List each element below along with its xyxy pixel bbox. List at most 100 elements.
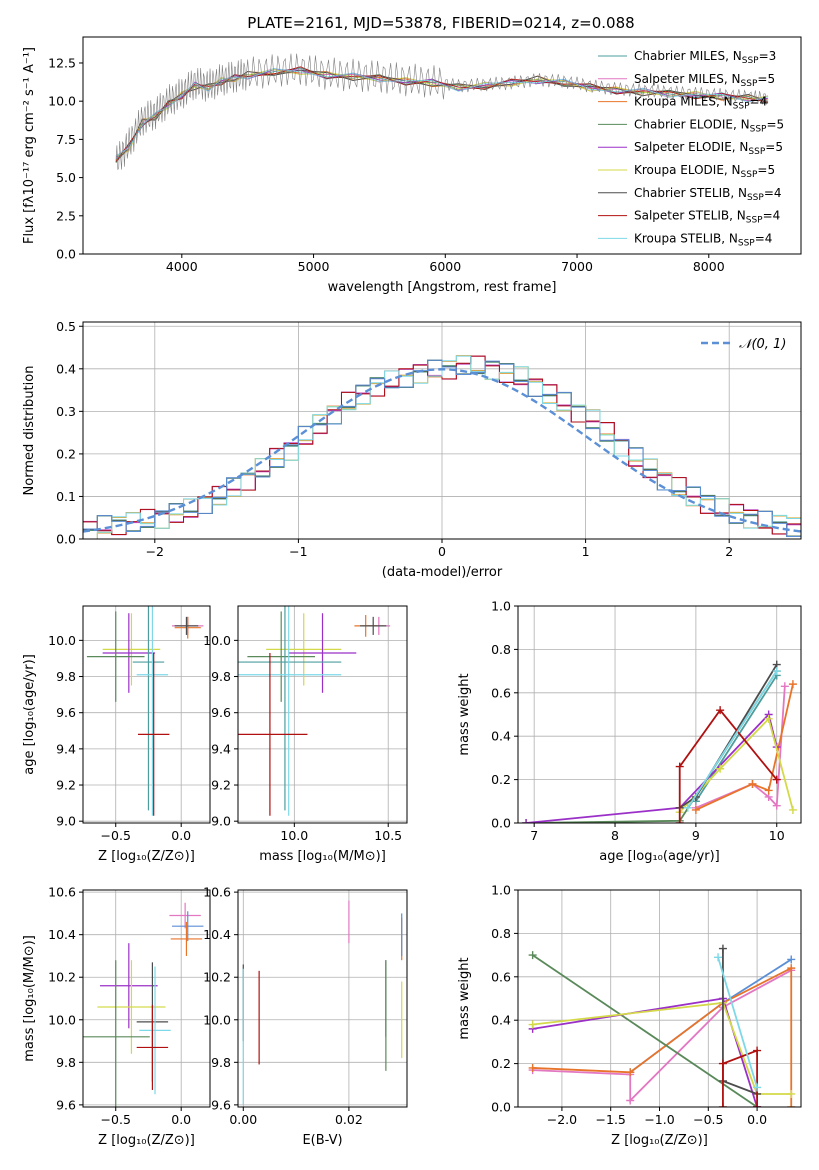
y-tick-label: 0.4 (56, 361, 76, 376)
weight-marker (528, 1063, 537, 1072)
y-tick-label: 0.5 (56, 319, 76, 334)
x-axis-label: mass [log₁₀(M/M⊙)] (259, 849, 386, 864)
legend-label: Kroupa STELIB, NSSP=4 (634, 231, 772, 248)
residual-histogram (83, 355, 801, 539)
legend-label-suffix: =3 (759, 49, 777, 63)
y-tick-label: 9.0 (56, 814, 76, 829)
x-tick-label: 6000 (429, 259, 461, 274)
y-tick-label: 5.0 (56, 170, 76, 185)
legend-label: Kroupa MILES, NSSP=4 (634, 95, 767, 112)
x-tick-label: 7 (530, 828, 538, 843)
y-tick-label: 0.3 (56, 404, 76, 419)
y-tick-label: 0.8 (491, 926, 511, 941)
weight-marker (528, 1020, 537, 1029)
y-axis-label: age [log₁₀(age/yr)] (22, 654, 37, 775)
legend-label-suffix: =5 (765, 140, 783, 154)
weight-marker (787, 1103, 796, 1107)
x-tick-label: 1 (582, 544, 590, 559)
mass-vs-z-panel: −0.5 0.0 9.6 9.8 10.0 10.2 10.4 10.6 Z [log₁₀(Z/… (22, 885, 211, 1148)
x-tick-label: 0.0 (171, 828, 191, 843)
legend-label: Chabrier STELIB, NSSP=4 (634, 186, 782, 203)
legend-label-model: Salpeter ELODIE, N (634, 140, 748, 154)
y-tick-label: 9.8 (56, 1055, 76, 1070)
weight-marker (788, 805, 797, 814)
y-tick-label: 9.4 (211, 741, 231, 756)
x-tick-label: 0.00 (229, 1112, 257, 1127)
y-tick-label: 9.4 (56, 741, 76, 756)
age-vs-z-panel: −0.5 0.0 9.0 9.2 9.4 9.6 9.8 10.0 Z [log₁₀(Z/Z⊙)… (22, 605, 211, 864)
data-spectrum-line (115, 53, 767, 170)
legend-label-model: Salpeter STELIB, N (634, 209, 746, 223)
weight-series-line (687, 670, 778, 809)
weight-series-line (532, 966, 793, 1107)
legend-label-sub: SSP (742, 56, 759, 66)
weight-marker (718, 1103, 727, 1107)
x-tick-label: 10.0 (280, 828, 308, 843)
plot-area (86, 606, 204, 816)
x-tick-label: 0 (438, 544, 446, 559)
weight-marker (714, 953, 723, 962)
weight-marker (626, 1068, 635, 1077)
legend-label-sub: SSP (750, 124, 767, 134)
weight-marker (683, 803, 692, 812)
y-tick-label: 1.0 (491, 883, 511, 898)
y-tick-label: 10.0 (203, 633, 231, 648)
y-tick-label: 9.8 (211, 669, 231, 684)
weight-series-line (722, 1049, 758, 1107)
x-tick-label: 5000 (298, 259, 330, 274)
legend-label-suffix: =4 (755, 231, 773, 245)
y-tick-label: 9.6 (211, 705, 231, 720)
legend-label-model: Chabrier STELIB, N (634, 186, 747, 200)
x-tick-label: −2 (146, 544, 164, 559)
weight-marker (675, 819, 684, 823)
legend-label: Chabrier MILES, NSSP=3 (634, 49, 776, 66)
weight-marker (718, 944, 727, 953)
weight-marker (718, 1059, 727, 1068)
y-tick-label: 10.2 (48, 970, 76, 985)
weight-series-line (526, 670, 778, 823)
weight-marker (748, 779, 757, 788)
y-tick-label: 1.0 (491, 599, 511, 614)
weight-series-line (532, 1001, 792, 1095)
weight-vs-z-panel: −2.0 −1.5 −1.0 −0.5 0.0 0.0 0.2 0.4 0.6 0.8 1.0 Z [… (457, 883, 802, 1148)
figure-title: PLATE=2161, MJD=53878, FIBERID=0214, z=0… (247, 14, 634, 32)
y-tick-label: 0.0 (56, 532, 76, 547)
y-tick-label: 10.4 (203, 927, 231, 942)
y-tick-label: 0.1 (56, 489, 76, 504)
y-tick-label: 0.6 (491, 969, 511, 984)
y-tick-label: 0.2 (56, 446, 76, 461)
weight-series-line (629, 958, 792, 1074)
residual-histogram (83, 355, 801, 535)
x-tick-label: 2 (725, 544, 733, 559)
y-tick-label: 9.6 (211, 1097, 231, 1112)
gaussian-curve (83, 368, 801, 533)
weight-series-line (717, 957, 758, 1088)
y-tick-label: 0.0 (56, 247, 76, 262)
legend-label-model: Kroupa STELIB, N (634, 231, 738, 245)
y-tick-label: 0.0 (491, 816, 511, 831)
y-tick-label: 10.6 (203, 885, 231, 900)
x-axis-label: Z [log₁₀(Z/Z⊙)] (98, 1133, 195, 1148)
weight-marker (716, 764, 725, 773)
weight-series-line (532, 954, 758, 1107)
y-tick-label: 0.4 (491, 1013, 511, 1028)
weight-marker (716, 706, 725, 715)
y-tick-label: 0.2 (491, 1056, 511, 1071)
x-axis-label: (data-model)/error (382, 565, 503, 580)
y-tick-label: 2.5 (56, 208, 76, 223)
plot-area (83, 902, 204, 1107)
axes-frame (237, 889, 408, 1108)
x-axis-label: wavelength [Angstrom, rest frame] (328, 280, 557, 295)
legend-label-model: Chabrier ELODIE, N (634, 117, 750, 131)
x-tick-label: 0.02 (335, 1112, 363, 1127)
x-axis-label: Z [log₁₀(Z/Z⊙)] (98, 849, 195, 864)
y-tick-label: 10.0 (48, 1012, 76, 1027)
x-tick-label: −2.0 (547, 1112, 577, 1127)
x-tick-label: −0.5 (693, 1112, 723, 1127)
legend-label-sub: SSP (738, 238, 755, 248)
legend-label-sub: SSP (746, 216, 763, 226)
plot-area (115, 53, 769, 170)
weight-marker (788, 680, 797, 689)
legend-label-suffix: =4 (750, 95, 768, 109)
